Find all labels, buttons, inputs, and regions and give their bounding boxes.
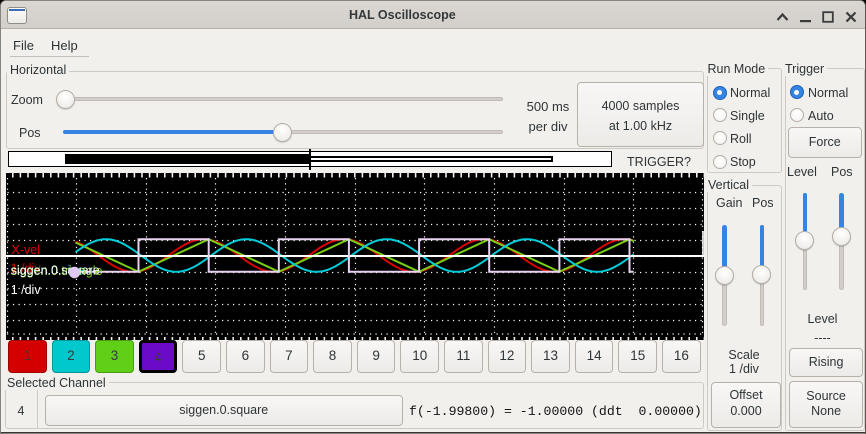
svg-text:siggen.0.square: siggen.0.square [11, 264, 100, 278]
svg-text:1 /div: 1 /div [11, 262, 42, 276]
svg-text:siggen.0.sine: siggen.0.sine [11, 264, 85, 278]
svg-text:1 /div: 1 /div [11, 283, 42, 297]
svg-text:X-vel: X-vel [12, 243, 40, 257]
